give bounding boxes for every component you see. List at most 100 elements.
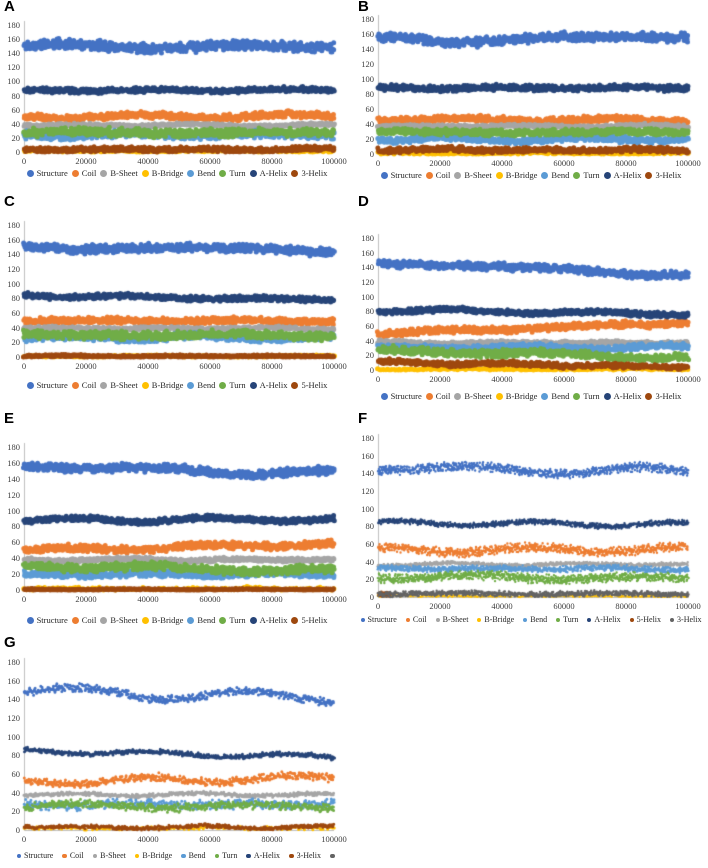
- legend-dot-b-bridge: [141, 616, 149, 624]
- legend-label-a-helix: A-Helix: [253, 851, 281, 860]
- legend-dot-b-bridge: [134, 853, 140, 859]
- y-tick-label: 20: [11, 569, 21, 580]
- x-tick-label: 80000: [261, 834, 283, 844]
- y-tick-label: 120: [361, 59, 374, 69]
- legend-dot-bend: [187, 169, 195, 177]
- legend-dot-coil: [62, 853, 67, 859]
- legend-item-turn: Turn: [219, 169, 246, 178]
- legend-label-b-sheet: B-Sheet: [464, 391, 492, 401]
- legend-label-bend: Bend: [188, 851, 206, 860]
- legend-item-b-bridge: B-Bridge: [477, 616, 514, 624]
- x-tick-label: 60000: [553, 601, 575, 611]
- legend-item-coil: Coil: [71, 169, 96, 178]
- x-tick-label: 80000: [261, 156, 283, 166]
- legend-dot-a-helix: [249, 381, 257, 389]
- legend-dot-bend: [523, 618, 528, 622]
- legend-item-b-sheet: B-Sheet: [454, 391, 492, 401]
- legend-label-3-helix: 3-Helix: [677, 615, 702, 624]
- y-tick-label: 180: [361, 433, 374, 443]
- legend-item-turn: Turn: [573, 392, 600, 401]
- legend-item-bend: Bend: [523, 616, 547, 624]
- legend-item-bend: Bend: [187, 169, 215, 178]
- legend-dot-b-sheet: [454, 171, 462, 179]
- x-tick-label: 80000: [615, 374, 637, 384]
- legend-label-a-helix: A-Helix: [613, 170, 642, 180]
- legend-dot-a-helix: [249, 169, 257, 177]
- legend-F: Structure Coil B-Sheet B-Bridge Bend Turn A-He…: [356, 616, 706, 624]
- legend-item-a-helix: A-Helix: [587, 615, 621, 624]
- legend-label-structure: Structure: [390, 391, 422, 401]
- scatter-plot-D: [354, 195, 708, 412]
- legend-label-turn: Turn: [583, 170, 600, 180]
- y-tick-label: 40: [11, 553, 21, 564]
- legend-item-structure: Structure: [26, 169, 68, 178]
- y-tick-label: 100: [7, 731, 20, 742]
- x-tick-label: 0: [375, 374, 381, 384]
- legend-G: Structure Coil B-Sheet B-Bridge Bend Turn A-He…: [2, 852, 352, 860]
- legend-item-3-helix: 3-Helix: [291, 169, 327, 178]
- legend-D: Structure Coil B-Sheet B-Bridge Bend Turn A-He…: [356, 392, 706, 401]
- legend-item-structure: Structure: [16, 851, 54, 860]
- legend-item-coil: Coil: [405, 616, 427, 624]
- legend-item-3-helix: 3-Helix: [670, 616, 701, 624]
- x-tick-label: 0: [375, 158, 381, 168]
- y-tick-label: 160: [7, 457, 20, 468]
- legend-item-turn: Turn: [219, 616, 246, 625]
- y-tick-label: 120: [7, 62, 20, 73]
- legend-dot-bend: [181, 853, 186, 859]
- legend-item-b-bridge: B-Bridge: [495, 392, 537, 401]
- legend-label-b-bridge: B-Bridge: [151, 168, 184, 178]
- x-tick-label: 80000: [261, 594, 283, 604]
- legend-label-a-helix: A-Helix: [259, 380, 288, 390]
- legend-label-b-sheet: B-Sheet: [110, 168, 138, 178]
- y-tick-label: 80: [11, 750, 21, 761]
- legend-label-coil: Coil: [69, 851, 84, 860]
- legend-dot-5-helix: [291, 616, 299, 624]
- y-tick-label: 180: [7, 657, 20, 667]
- legend-dot-b-bridge: [495, 171, 503, 179]
- x-tick-label: 20000: [75, 361, 97, 371]
- y-tick-label: 60: [365, 539, 375, 549]
- y-tick-label: 100: [7, 278, 20, 289]
- y-tick-label: 60: [11, 769, 21, 779]
- x-tick-label: 40000: [137, 594, 159, 604]
- x-tick-label: 60000: [199, 834, 221, 844]
- y-tick-label: 40: [365, 335, 375, 346]
- legend-label-b-sheet: B-Sheet: [110, 615, 138, 625]
- legend-item-b-sheet: B-Sheet: [435, 616, 468, 624]
- legend-label-b-bridge: B-Bridge: [505, 170, 538, 180]
- x-tick-label: 20000: [75, 834, 97, 844]
- legend-label-a-helix: A-Helix: [594, 615, 621, 624]
- legend-dot-turn: [573, 392, 581, 400]
- legend-dot-a-helix: [249, 616, 257, 624]
- panel-C: C020406080100120140160180020000400006000…: [0, 193, 354, 412]
- legend-dot-b-bridge: [477, 618, 482, 622]
- legend-item-bend: Bend: [187, 616, 215, 625]
- legend-dot-structure: [360, 618, 365, 622]
- panel-F: F020406080100120140160180020000400006000…: [354, 410, 708, 636]
- y-tick-label: 140: [361, 44, 374, 54]
- legend-label-b-sheet: B-Sheet: [464, 170, 492, 180]
- legend-dot-b-bridge: [495, 392, 503, 400]
- panel-E: E020406080100120140160180020000400006000…: [0, 410, 354, 636]
- legend-dot-structure: [16, 853, 21, 859]
- legend-label-structure: Structure: [24, 851, 54, 860]
- panel-A: A020406080100120140160180020000400006000…: [0, 0, 354, 195]
- y-tick-label: 0: [15, 147, 20, 157]
- legend-item-structure: Structure: [380, 391, 422, 401]
- legend-label-bend: Bend: [197, 380, 216, 390]
- legend-label-5-helix: 5-Helix: [301, 380, 328, 390]
- legend-label-b-bridge: B-Bridge: [151, 615, 184, 625]
- legend-dot-coil: [71, 169, 79, 177]
- legend-item-bend: Bend: [541, 171, 569, 180]
- y-tick-label: 80: [11, 521, 21, 532]
- legend-label-b-bridge: B-Bridge: [142, 851, 173, 860]
- legend-item-coil: Coil: [425, 392, 450, 401]
- legend-item-structure: Structure: [26, 616, 68, 625]
- x-tick-label: 20000: [429, 601, 451, 611]
- legend-item-3-helix: 3-Helix: [645, 392, 681, 401]
- legend-label-3-helix: 3-Helix: [301, 168, 328, 178]
- x-tick-label: 0: [21, 361, 27, 371]
- legend-label-a-helix: A-Helix: [259, 615, 288, 625]
